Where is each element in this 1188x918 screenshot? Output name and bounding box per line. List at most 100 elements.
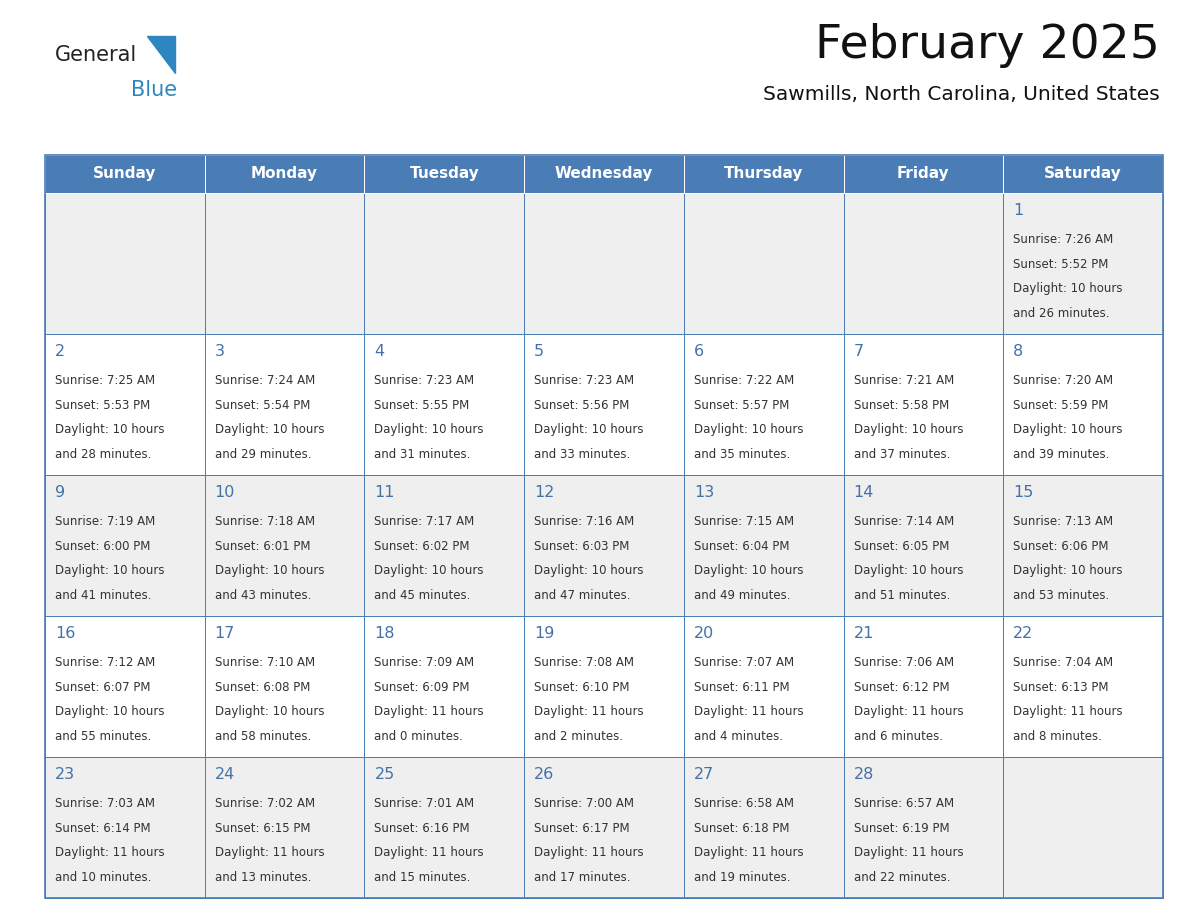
Text: Sunset: 6:16 PM: Sunset: 6:16 PM (374, 822, 470, 834)
Text: Sunset: 5:58 PM: Sunset: 5:58 PM (853, 398, 949, 411)
Bar (843, 616, 1004, 757)
Text: 9: 9 (55, 485, 65, 500)
Bar (204, 193, 365, 334)
Bar (204, 616, 365, 757)
Text: 22: 22 (1013, 626, 1034, 641)
Bar (45, 757, 204, 898)
Bar (843, 155, 1004, 193)
Text: Thursday: Thursday (723, 166, 803, 182)
Text: Sunrise: 7:20 AM: Sunrise: 7:20 AM (1013, 374, 1113, 387)
Bar (843, 334, 1004, 475)
Text: Sunrise: 7:04 AM: Sunrise: 7:04 AM (1013, 656, 1113, 669)
Text: Daylight: 11 hours: Daylight: 11 hours (853, 846, 963, 859)
Text: Sunset: 6:17 PM: Sunset: 6:17 PM (535, 822, 630, 834)
Text: Sunset: 6:18 PM: Sunset: 6:18 PM (694, 822, 789, 834)
Text: 3: 3 (215, 344, 225, 359)
Bar (1004, 193, 1163, 334)
Bar (1004, 155, 1163, 193)
Text: and 4 minutes.: and 4 minutes. (694, 730, 783, 743)
Text: and 45 minutes.: and 45 minutes. (374, 589, 470, 602)
Text: Daylight: 11 hours: Daylight: 11 hours (55, 846, 165, 859)
Text: Sunset: 6:06 PM: Sunset: 6:06 PM (1013, 540, 1108, 553)
Bar (1004, 475, 1163, 616)
Bar (524, 155, 684, 193)
Text: Daylight: 10 hours: Daylight: 10 hours (694, 565, 803, 577)
Text: Daylight: 11 hours: Daylight: 11 hours (374, 705, 484, 719)
Text: 26: 26 (535, 767, 555, 782)
Text: and 2 minutes.: and 2 minutes. (535, 730, 624, 743)
Text: Sunrise: 7:06 AM: Sunrise: 7:06 AM (853, 656, 954, 669)
Text: and 15 minutes.: and 15 minutes. (374, 871, 470, 884)
Text: 21: 21 (853, 626, 874, 641)
Text: Sunrise: 7:08 AM: Sunrise: 7:08 AM (535, 656, 634, 669)
Text: and 28 minutes.: and 28 minutes. (55, 448, 151, 461)
Bar (843, 757, 1004, 898)
Bar (365, 757, 524, 898)
Text: Sunrise: 7:07 AM: Sunrise: 7:07 AM (694, 656, 794, 669)
Text: Sunset: 6:02 PM: Sunset: 6:02 PM (374, 540, 470, 553)
Text: Sunset: 6:08 PM: Sunset: 6:08 PM (215, 680, 310, 694)
Text: Sunrise: 7:00 AM: Sunrise: 7:00 AM (535, 797, 634, 810)
Text: Daylight: 10 hours: Daylight: 10 hours (215, 565, 324, 577)
Text: and 49 minutes.: and 49 minutes. (694, 589, 790, 602)
Text: 5: 5 (535, 344, 544, 359)
Text: Tuesday: Tuesday (410, 166, 479, 182)
Text: 13: 13 (694, 485, 714, 500)
Text: and 55 minutes.: and 55 minutes. (55, 730, 151, 743)
Text: Daylight: 10 hours: Daylight: 10 hours (853, 423, 963, 436)
Text: Sunset: 6:04 PM: Sunset: 6:04 PM (694, 540, 789, 553)
Bar (45, 155, 204, 193)
Text: 23: 23 (55, 767, 75, 782)
Text: Sunrise: 7:17 AM: Sunrise: 7:17 AM (374, 515, 475, 528)
Text: Daylight: 10 hours: Daylight: 10 hours (55, 705, 164, 719)
Text: Sunrise: 7:16 AM: Sunrise: 7:16 AM (535, 515, 634, 528)
Text: and 43 minutes.: and 43 minutes. (215, 589, 311, 602)
Bar (524, 475, 684, 616)
Bar (365, 193, 524, 334)
Bar (684, 155, 843, 193)
Text: Daylight: 11 hours: Daylight: 11 hours (374, 846, 484, 859)
Text: General: General (55, 45, 138, 65)
Text: and 29 minutes.: and 29 minutes. (215, 448, 311, 461)
Text: Sunset: 6:00 PM: Sunset: 6:00 PM (55, 540, 151, 553)
Text: 11: 11 (374, 485, 394, 500)
Text: Sunrise: 7:26 AM: Sunrise: 7:26 AM (1013, 233, 1113, 246)
Text: and 39 minutes.: and 39 minutes. (1013, 448, 1110, 461)
Text: Daylight: 10 hours: Daylight: 10 hours (215, 705, 324, 719)
Bar (524, 616, 684, 757)
Text: 4: 4 (374, 344, 385, 359)
Bar (524, 193, 684, 334)
Text: Daylight: 10 hours: Daylight: 10 hours (535, 423, 644, 436)
Bar (684, 193, 843, 334)
Text: 16: 16 (55, 626, 75, 641)
Text: 1: 1 (1013, 203, 1024, 218)
Text: Sunset: 5:56 PM: Sunset: 5:56 PM (535, 398, 630, 411)
Text: 8: 8 (1013, 344, 1024, 359)
Text: and 26 minutes.: and 26 minutes. (1013, 307, 1110, 320)
Text: Sunset: 6:01 PM: Sunset: 6:01 PM (215, 540, 310, 553)
Text: 12: 12 (535, 485, 555, 500)
Text: and 8 minutes.: and 8 minutes. (1013, 730, 1102, 743)
Text: Sunrise: 7:23 AM: Sunrise: 7:23 AM (535, 374, 634, 387)
Bar (45, 155, 1163, 898)
Bar (1004, 757, 1163, 898)
Text: Monday: Monday (251, 166, 318, 182)
Text: Sunset: 5:57 PM: Sunset: 5:57 PM (694, 398, 789, 411)
Text: Sunrise: 7:03 AM: Sunrise: 7:03 AM (55, 797, 154, 810)
Text: Sunset: 6:07 PM: Sunset: 6:07 PM (55, 680, 151, 694)
Text: and 6 minutes.: and 6 minutes. (853, 730, 942, 743)
Bar (45, 475, 204, 616)
Bar (843, 193, 1004, 334)
Text: Sunset: 6:11 PM: Sunset: 6:11 PM (694, 680, 790, 694)
Text: Daylight: 11 hours: Daylight: 11 hours (535, 846, 644, 859)
Text: 15: 15 (1013, 485, 1034, 500)
Text: and 47 minutes.: and 47 minutes. (535, 589, 631, 602)
Text: Daylight: 10 hours: Daylight: 10 hours (535, 565, 644, 577)
Bar (684, 757, 843, 898)
Text: and 58 minutes.: and 58 minutes. (215, 730, 311, 743)
Text: Daylight: 10 hours: Daylight: 10 hours (374, 565, 484, 577)
Bar (365, 475, 524, 616)
Bar (843, 475, 1004, 616)
Text: Daylight: 10 hours: Daylight: 10 hours (374, 423, 484, 436)
Bar (684, 616, 843, 757)
